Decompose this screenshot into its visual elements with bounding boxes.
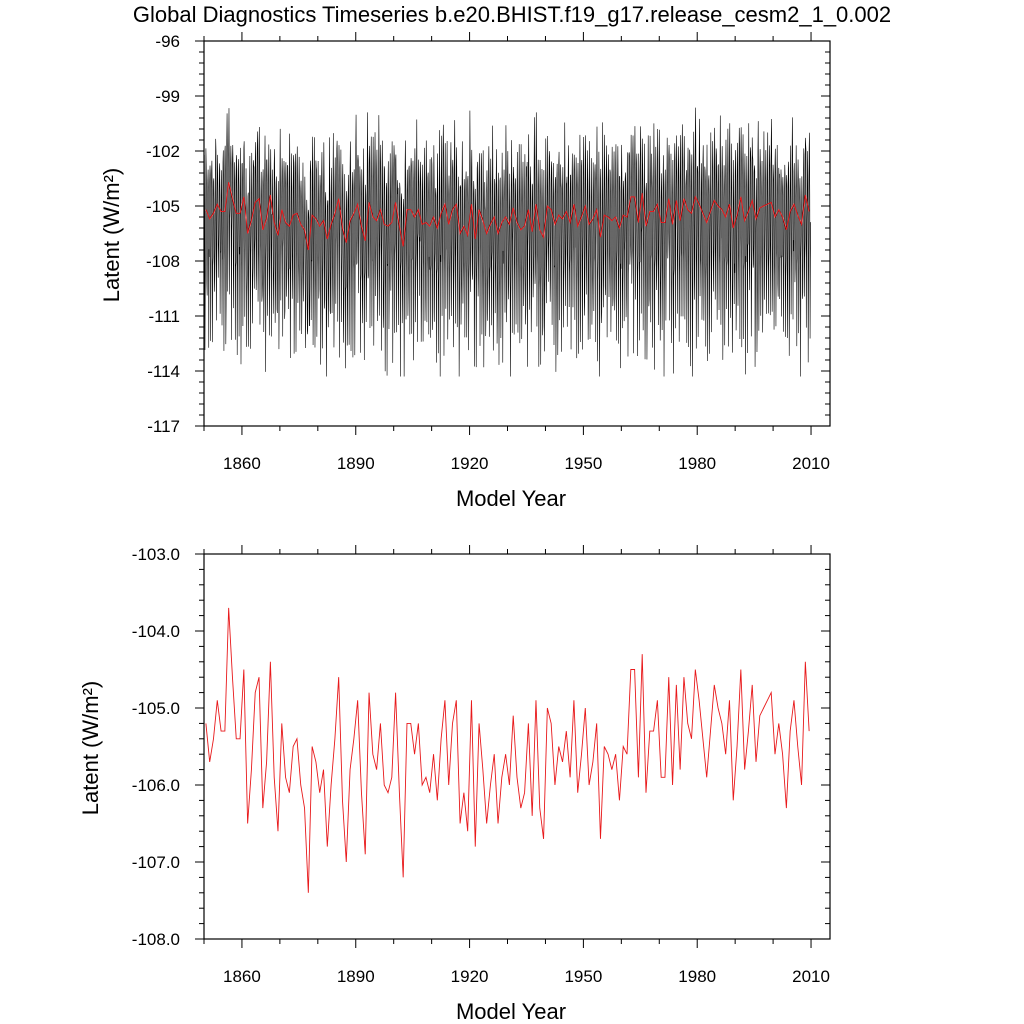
x-tick-label: 2010 [792, 454, 830, 473]
x-tick-label: 1950 [564, 454, 602, 473]
y-tick-label: -108 [146, 252, 180, 271]
y-tick-label: -102 [146, 142, 180, 161]
y-tick-label: -114 [147, 362, 180, 381]
bottom-x-axis-label: Model Year [456, 999, 566, 1024]
y-tick-label: -104.0 [132, 622, 180, 641]
x-tick-label: 1860 [223, 967, 261, 986]
y-tick-label: -111 [148, 307, 180, 326]
x-tick-label: 1980 [678, 454, 716, 473]
x-tick-label: 2010 [792, 967, 830, 986]
x-tick-label: 1950 [564, 967, 602, 986]
y-tick-label: -105.0 [132, 699, 180, 718]
y-tick-label: -106.0 [132, 776, 180, 795]
top-annual-mean-line [205, 182, 810, 251]
x-tick-label: 1920 [451, 967, 489, 986]
top-y-axis-label: Latent (W/m²) [99, 168, 124, 302]
top-axis-ticks: 1860 1890 1920 1950 1980 2010 -117 -114 -111 -108… [146, 32, 830, 473]
x-tick-label: 1860 [223, 454, 261, 473]
y-tick-label: -117 [147, 417, 180, 436]
y-tick-label: -99 [155, 87, 180, 106]
x-tick-label: 1980 [678, 967, 716, 986]
x-tick-label: 1890 [337, 454, 375, 473]
top-plot-frame [203, 40, 831, 427]
monthly-mean-line [203, 107, 812, 377]
bottom-axis-ticks: 1860 1890 1920 1950 1980 2010 -108.0 -107.0 -106… [132, 545, 830, 986]
y-tick-label: -96 [155, 32, 180, 51]
bottom-panel: 1860 1890 1920 1950 1980 2010 -108.0 -107.0 -106… [78, 545, 831, 1024]
x-tick-label: 1890 [337, 967, 375, 986]
y-tick-label: -107.0 [132, 853, 180, 872]
top-x-axis-label: Model Year [456, 486, 566, 511]
x-tick-label: 1920 [451, 454, 489, 473]
bottom-y-axis-label: Latent (W/m²) [78, 681, 103, 815]
top-panel: 1860 1890 1920 1950 1980 2010 -117 -114 -111 -108… [99, 32, 831, 511]
bottom-annual-mean-line [205, 607, 810, 893]
bottom-plot-frame [203, 553, 831, 940]
y-tick-label: -103.0 [132, 545, 180, 564]
figure-title: Global Diagnostics Timeseries b.e20.BHIS… [132, 2, 892, 27]
top-monthly-series [203, 107, 812, 377]
y-tick-label: -105 [146, 197, 180, 216]
y-tick-label: -108.0 [132, 930, 180, 949]
